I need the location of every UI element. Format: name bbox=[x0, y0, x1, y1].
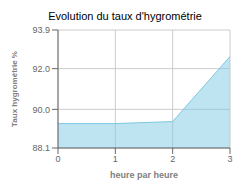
svg-text:2: 2 bbox=[170, 154, 175, 164]
svg-text:92.0: 92.0 bbox=[32, 64, 50, 74]
html-text:Evolution du taux d'hygrométri: Evolution du taux d'hygrométrie bbox=[48, 10, 202, 22]
svg-text:0: 0 bbox=[55, 154, 60, 164]
svg-text:93.9: 93.9 bbox=[32, 25, 50, 35]
svg-text:3: 3 bbox=[227, 154, 232, 164]
svg-text:heure par heure: heure par heure bbox=[110, 170, 178, 180]
svg-text:88.1: 88.1 bbox=[32, 143, 50, 153]
svg-text:Taux hygrométrie %: Taux hygrométrie % bbox=[10, 51, 19, 127]
svg-text:1: 1 bbox=[113, 154, 118, 164]
svg-text:90.0: 90.0 bbox=[32, 105, 50, 115]
